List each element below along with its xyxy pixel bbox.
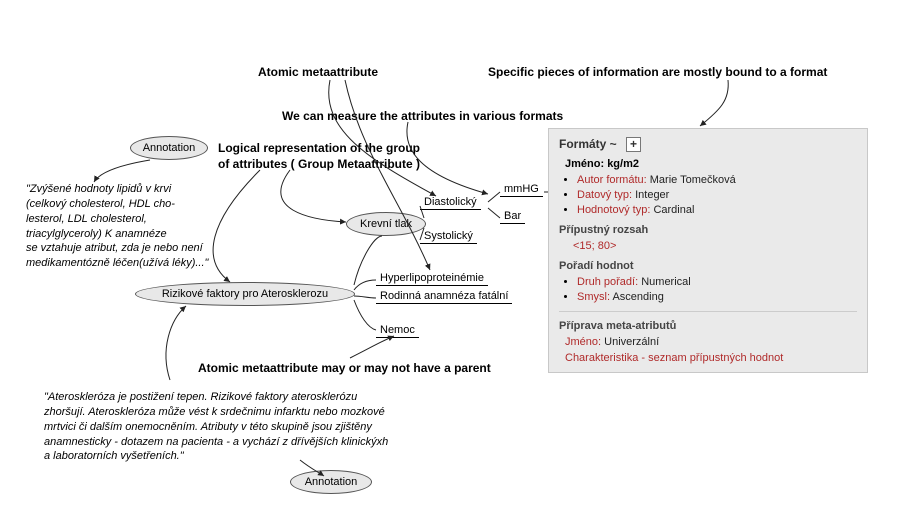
label-logical-1: Logical representation of the group [218, 140, 420, 156]
node-annotation-top: Annotation [130, 136, 208, 160]
panel-title: Formáty ~ [559, 137, 617, 151]
quote-bottom-l1: "Ateroskleróza je postižení tepen. Rizik… [44, 390, 484, 405]
panel-range-title: Přípustný rozsah [559, 224, 857, 236]
panel-prep-name-row: Jméno: Univerzální [565, 336, 857, 348]
panel-vtype-key: Hodnotový typ: [577, 204, 650, 216]
label-atomic: Atomic metaattribute [258, 64, 378, 80]
quote-bottom-l5: a laboratorních vyšetřeních." [44, 449, 484, 464]
panel-name-val: kg/m2 [607, 158, 639, 170]
quote-bottom-l3: mrtvici či dalším onemocněním. Atributy … [44, 420, 484, 435]
panel-author-row: Autor formátu: Marie Tomečková [577, 174, 857, 186]
quote-top-l1: "Zvýšené hodnoty lipidů v krvi [26, 182, 266, 197]
panel-order-kind-row: Druh pořadí: Numerical [577, 276, 857, 288]
panel-name-row: Jméno: kg/m2 [565, 158, 857, 170]
node-rizikove: Rizikové faktory pro Aterosklerozu [135, 282, 355, 306]
label-logical-2: of attributes ( Group Metaattribute ) [218, 156, 420, 172]
node-annotation-bottom-text: Annotation [305, 476, 358, 488]
label-parent: Atomic metaattribute may or may not have… [198, 360, 491, 376]
panel-author-val: Marie Tomečková [650, 174, 736, 186]
panel-prep-name-val: Univerzální [604, 336, 659, 348]
panel-dtype-val: Integer [635, 189, 669, 201]
quote-top-l3: lesterol, LDL cholesterol, [26, 212, 266, 227]
quote-top-l4: triacylglyceroly) K anamnéze [26, 227, 266, 242]
formats-panel: Formáty ~ + Jméno: kg/m2 Autor formátu: … [548, 128, 868, 373]
panel-divider [559, 311, 857, 312]
quote-top: "Zvýšené hodnoty lipidů v krvi (celkový … [26, 182, 266, 271]
node-systolicky: Systolický [420, 230, 477, 244]
panel-order-title: Pořadí hodnot [559, 260, 857, 272]
quote-bottom: "Ateroskleróza je postižení tepen. Rizik… [44, 390, 484, 464]
panel-title-row: Formáty ~ + [559, 137, 857, 152]
label-specific: Specific pieces of information are mostl… [488, 64, 827, 80]
node-rodinna: Rodinná anamnéza fatální [376, 290, 512, 304]
quote-bottom-l4: anamnesticky - dotazem na pacienta - a v… [44, 435, 484, 450]
quote-top-l2: (celkový cholesterol, HDL cho- [26, 197, 266, 212]
node-rizikove-text: Rizikové faktory pro Aterosklerozu [162, 288, 328, 300]
node-hyper: Hyperlipoproteinémie [376, 272, 488, 286]
node-diastolicky: Diastolický [420, 196, 481, 210]
node-krevni-tlak-text: Krevní tlak [360, 218, 412, 230]
node-krevni-tlak: Krevní tlak [346, 212, 426, 236]
label-measure: We can measure the attributes in various… [282, 108, 563, 124]
panel-name-key: Jméno: [565, 158, 604, 170]
panel-order-sense-row: Smysl: Ascending [577, 291, 857, 303]
node-mmhg: mmHG [500, 183, 543, 197]
node-nemoc: Nemoc [376, 324, 419, 338]
panel-dtype-key: Datový typ: [577, 189, 632, 201]
panel-dtype-row: Datový typ: Integer [577, 189, 857, 201]
panel-prep-title: Příprava meta-atributů [559, 320, 857, 332]
quote-bottom-l2: zhoršují. Ateroskleróza může vést k srde… [44, 405, 484, 420]
panel-order-kind-key: Druh pořadí: [577, 276, 638, 288]
panel-order-sense-key: Smysl: [577, 291, 610, 303]
panel-order-kind-val: Numerical [641, 276, 691, 288]
panel-char-link[interactable]: Charakteristika - seznam přípustných hod… [565, 352, 857, 364]
panel-vtype-val: Cardinal [653, 204, 694, 216]
add-format-button[interactable]: + [626, 137, 641, 152]
node-bar: Bar [500, 210, 525, 224]
panel-author-key: Autor formátu: [577, 174, 647, 186]
panel-prep-name-key: Jméno: [565, 336, 601, 348]
panel-order-list: Druh pořadí: Numerical Smysl: Ascending [577, 276, 857, 303]
panel-vtype-row: Hodnotový typ: Cardinal [577, 204, 857, 216]
node-annotation-top-text: Annotation [143, 142, 196, 154]
panel-order-sense-val: Ascending [612, 291, 663, 303]
panel-range-val: <15; 80> [573, 240, 857, 252]
panel-meta-list: Autor formátu: Marie Tomečková Datový ty… [577, 174, 857, 216]
quote-top-l5: se vztahuje atribut, zda je nebo není [26, 241, 266, 256]
quote-top-l6: medikamentózně léčen(užívá léky)..." [26, 256, 266, 271]
node-annotation-bottom: Annotation [290, 470, 372, 494]
